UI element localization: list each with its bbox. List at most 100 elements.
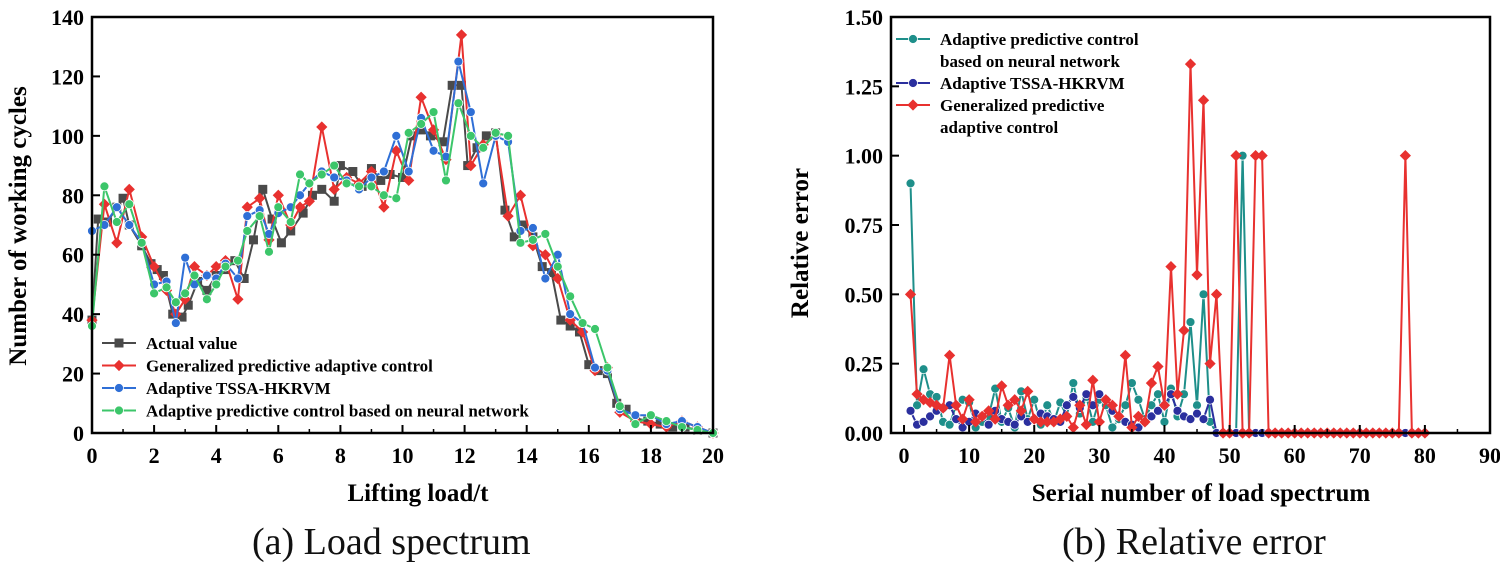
panel-b-data-point (1249, 150, 1262, 162)
panel-b-data-point (956, 413, 969, 425)
panel-a-data-point (528, 223, 538, 233)
panel-a-data-point (170, 297, 181, 308)
panel-a-data-point (528, 234, 538, 245)
panel-a-series-line (91, 102, 714, 434)
panel-b-data-point (1205, 394, 1215, 405)
panel-a-data-point (146, 259, 156, 269)
panel-b-y-tick-label: 0.00 (845, 421, 884, 446)
panel-b-data-point (1009, 394, 1021, 406)
panel-a-data-point (328, 183, 340, 195)
panel-a-data-point (233, 273, 243, 284)
panel-a-data-point (415, 91, 427, 103)
panel-a-x-tick-label: 12 (454, 443, 476, 468)
panel-b-data-point (1126, 421, 1138, 434)
panel-b-data-point (1132, 410, 1145, 422)
panel-a-data-point (317, 184, 327, 194)
panel-a-data-point (148, 260, 160, 273)
panel-a-legend: Actual value Generalized predictive adapt… (102, 334, 529, 421)
panel-b-data-point (918, 364, 929, 375)
panel-b-legend-label: Adaptive TSSA-HKRVM (940, 74, 1125, 93)
panel-a-y-axis-label: Number of working cycles (5, 86, 32, 366)
panel-b-data-point (944, 419, 955, 430)
panel-b-legend-marker (908, 34, 918, 44)
panel-b-data-point (1106, 399, 1118, 411)
panel-b-data-point (1074, 399, 1086, 411)
panel-b-x-tick-label: 40 (1153, 443, 1175, 468)
panel-a-data-point (478, 142, 489, 153)
panel-b-y-tick-label: 0.25 (845, 352, 884, 377)
panel-a-data-point (210, 260, 222, 273)
panel-a-data-point (248, 235, 258, 245)
panel-a-data-point (329, 172, 340, 183)
panel-b-data-point (1191, 269, 1203, 281)
panel-a-data-point (428, 107, 439, 117)
panel-a-data-point (232, 293, 244, 305)
panel-a-data-point (378, 190, 389, 201)
panel-b-y-tick-label: 0.50 (845, 282, 884, 307)
panel-a-data-point (503, 130, 513, 141)
panel-a-legend-marker (113, 359, 125, 372)
panel-a-data-point (149, 288, 160, 299)
panel-b-data-point (1067, 421, 1079, 434)
panel-a-data-point (285, 217, 296, 227)
panel-a-data-point (577, 318, 588, 328)
panel-b-data-point (912, 400, 922, 411)
panel-b-y-tick-label: 0.75 (845, 213, 884, 238)
panel-a-data-point (111, 217, 122, 227)
panel-a-data-point (519, 220, 529, 230)
panel-a-load-spectrum: 0 2 4 6 8 10 12 14 16 18 20 0 20 40 60 80 100 120 140 Lift… (5, 5, 724, 507)
panel-a-data-point (447, 80, 457, 90)
panel-b-data-point (925, 411, 935, 422)
panel-b-data-point (1133, 394, 1144, 405)
panel-a-data-point (453, 56, 464, 67)
panel-a-data-point (630, 410, 641, 421)
panel-a-data-point (220, 261, 231, 272)
panel-a-data-point (621, 404, 631, 414)
panel-b-legend-label: Adaptive predictive control (940, 30, 1139, 49)
panel-a-data-point (565, 291, 576, 302)
panel-a-data-point (307, 190, 317, 200)
panel-b-data-point (937, 402, 949, 414)
panel-a-data-point (465, 130, 476, 141)
panel-a-data-point (456, 80, 466, 90)
panel-a-data-point (376, 175, 386, 185)
panel-a-legend-label: Generalized predictive adaptive control (146, 357, 433, 376)
panel-b-data-point (963, 394, 975, 406)
panel-a-data-point (329, 196, 339, 206)
panel-a-data-point (668, 422, 678, 432)
panel-a-legend-marker (114, 338, 124, 348)
panel-b-data-point (1068, 392, 1079, 402)
panel-b-y-tick-label: 1.50 (845, 5, 884, 30)
panel-a-data-point (655, 419, 665, 429)
panel-a-data-point (124, 220, 135, 230)
panel-a-data-point (329, 160, 340, 171)
panel-a-data-point (201, 294, 212, 305)
panel-b-data-point (983, 405, 995, 417)
panel-b-legend-label: adaptive control (940, 118, 1058, 137)
panel-b-data-point (1107, 422, 1118, 433)
panel-a-data-point (540, 229, 551, 239)
panel-b-data-point (1002, 399, 1014, 411)
panel-a-data-point (183, 300, 193, 310)
panel-a-data-point (241, 201, 253, 213)
panel-a-series-1 (86, 29, 719, 439)
panel-a-data-point (391, 193, 402, 204)
panel-a-data-point (614, 401, 625, 412)
panel-a-legend-label: Adaptive predictive control based on neu… (146, 402, 529, 421)
panel-b-series-layer (904, 58, 1431, 439)
panel-b-data-point (1139, 416, 1151, 428)
panel-a-data-point (391, 130, 402, 141)
panel-a-data-point (465, 159, 477, 172)
panel-b-data-point (1087, 374, 1099, 386)
panel-a-y-tick-label: 100 (51, 124, 84, 149)
panel-b-data-point (1184, 58, 1197, 70)
panel-a-data-point (645, 418, 657, 430)
panel-a-data-point (93, 214, 103, 224)
panel-a-data-point (465, 107, 476, 117)
panel-b-legend-label: Generalized predictive (940, 96, 1105, 115)
panel-a-data-point (201, 270, 212, 281)
panel-a-data-point (565, 321, 575, 331)
panel-a-x-tick-label: 20 (702, 443, 724, 468)
panel-b-data-point (1165, 260, 1177, 273)
